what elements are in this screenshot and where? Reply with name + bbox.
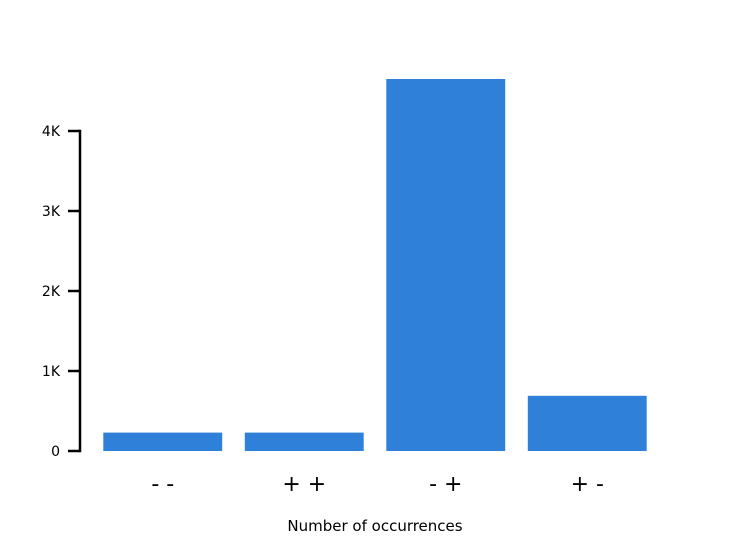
y-tick-label: 4K (42, 124, 61, 140)
bars-group (103, 79, 647, 451)
x-tick-label: + - (571, 472, 604, 497)
bar (527, 395, 647, 451)
x-tick-label: - + (429, 472, 462, 497)
y-axis: 0 1K 2K 3K 4K (42, 124, 82, 460)
bar (244, 432, 364, 451)
x-tick-label: + + (282, 472, 326, 497)
x-tick-labels: - - + + - + + - (151, 472, 604, 497)
x-tick-label: - - (151, 472, 174, 497)
y-tick-label: 1K (42, 364, 61, 380)
y-tick-label: 3K (42, 204, 61, 220)
y-tick-label: 2K (42, 284, 61, 300)
bar (386, 79, 506, 451)
y-tick-label: 0 (51, 444, 60, 460)
bar (103, 432, 223, 451)
x-axis-title: Number of occurrences (287, 517, 462, 535)
